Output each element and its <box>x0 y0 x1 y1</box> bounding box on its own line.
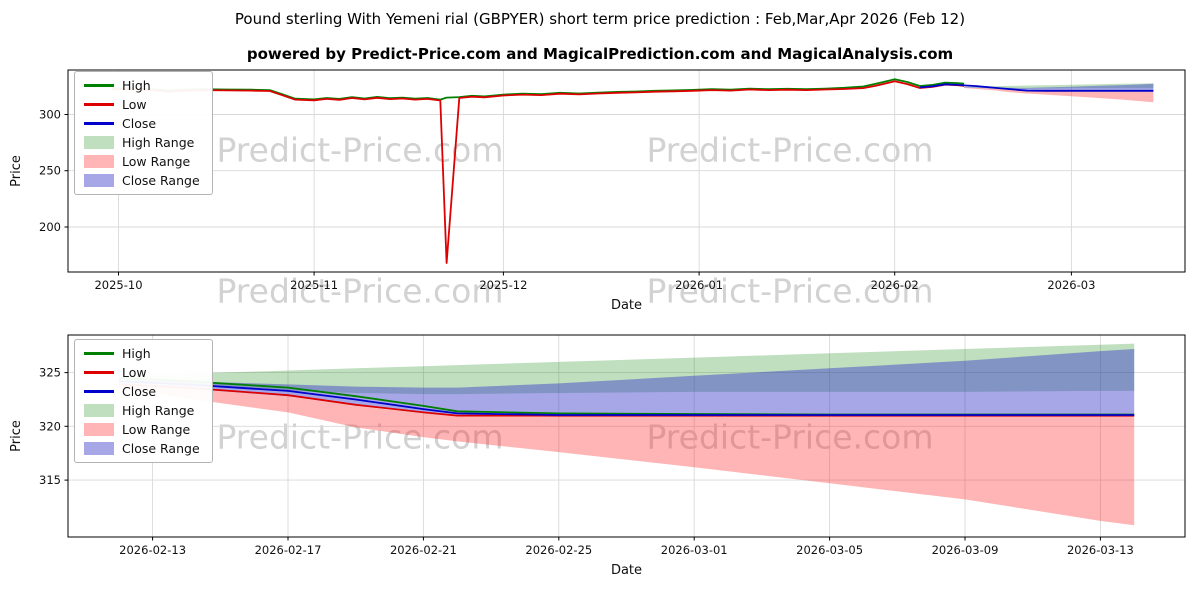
legend-label: Close <box>122 384 157 399</box>
history-plot: 2025-10 2025-11 2025-12 2026-01 2026-02 2026-… <box>9 69 1186 313</box>
x-tick-label: 2025-12 <box>479 278 527 292</box>
y-tick-label: 325 <box>39 366 61 380</box>
close-line <box>118 380 1135 416</box>
x-tick-label: 2026-03-13 <box>1067 543 1134 557</box>
y-axis-label: Price <box>9 420 24 452</box>
legend-label: Low <box>122 365 147 380</box>
legend-swatch-close <box>84 390 114 393</box>
page-title: Pound sterling With Yemeni rial (GBPYER)… <box>234 10 966 28</box>
legend-label: Low Range <box>122 422 191 437</box>
legend-item-low: Low <box>84 365 200 380</box>
legend-swatch-high-range <box>84 136 114 149</box>
legend-swatch-high <box>84 84 114 87</box>
x-tick-label: 2026-03 <box>1047 278 1095 292</box>
legend-label: Close Range <box>122 441 200 456</box>
legend: High Low Close High Range Low Range Close Ran… <box>74 339 213 463</box>
legend-item-close: Close <box>84 384 200 399</box>
legend-label: High Range <box>122 403 195 418</box>
x-tick-label: 2026-02 <box>871 278 919 292</box>
forecast-chart: 2026-02-13 2026-02-17 2026-02-21 2026-02-25… <box>0 325 1200 587</box>
legend-item-low-range: Low Range <box>84 422 200 437</box>
legend-item-high-range: High Range <box>84 403 200 418</box>
high-range-band <box>118 343 1135 395</box>
watermark-text: Predict-Price.com <box>216 417 504 457</box>
watermark-text: Predict-Price.com <box>216 271 504 311</box>
plot-border <box>67 334 1186 538</box>
low-range-band <box>118 384 1135 526</box>
y-tick-label: 315 <box>39 473 61 487</box>
x-tick-label: 2026-03-01 <box>661 543 728 557</box>
legend-item-low-range: Low Range <box>84 154 200 169</box>
legend-swatch-low <box>84 371 114 374</box>
x-tick-label: 2026-02-13 <box>119 543 186 557</box>
x-tick-label: 2026-02-17 <box>255 543 322 557</box>
legend-item-high: High <box>84 346 200 361</box>
legend-item-close-range: Close Range <box>84 173 200 188</box>
y-tick-label: 250 <box>39 164 61 178</box>
legend-item-close: Close <box>84 116 200 131</box>
y-tick-label: 300 <box>39 108 61 122</box>
forecast-plot: 2026-02-13 2026-02-17 2026-02-21 2026-02-25… <box>9 334 1186 578</box>
x-tick-label: 2026-01 <box>675 278 723 292</box>
legend-label: High Range <box>122 135 195 150</box>
legend-swatch-close <box>84 122 114 125</box>
x-axis-label: Date <box>611 563 642 578</box>
legend-label: Low <box>122 97 147 112</box>
x-tick-label: 2026-03-05 <box>796 543 863 557</box>
y-tick-label: 200 <box>39 220 61 234</box>
legend-swatch-high-range <box>84 404 114 417</box>
x-tick-label: 2025-11 <box>290 278 338 292</box>
watermark-text: Predict-Price.com <box>646 130 934 170</box>
legend-swatch-low <box>84 103 114 106</box>
x-tick-label: 2026-02-21 <box>390 543 457 557</box>
low-line <box>112 80 965 264</box>
x-axis-label: Date <box>611 298 642 313</box>
x-tick-label: 2026-03-09 <box>932 543 999 557</box>
x-tick-label: 2026-02-25 <box>525 543 592 557</box>
legend-item-close-range: Close Range <box>84 441 200 456</box>
legend-item-low: Low <box>84 97 200 112</box>
legend-swatch-high <box>84 352 114 355</box>
close-line <box>919 83 1154 92</box>
page-subtitle: powered by Predict-Price.com and Magical… <box>246 45 954 63</box>
watermark-text: Predict-Price.com <box>646 271 934 311</box>
legend-label: High <box>122 346 151 361</box>
legend: High Low Close High Range Low Range Close Ran… <box>74 71 213 195</box>
legend-label: Low Range <box>122 154 191 169</box>
legend-swatch-low-range <box>84 155 114 168</box>
x-tick-label: 2025-10 <box>94 278 142 292</box>
high-range-band <box>964 83 1154 89</box>
legend-swatch-close-range <box>84 442 114 455</box>
y-tick-label: 320 <box>39 419 61 433</box>
legend-label: High <box>122 78 151 93</box>
legend-label: Close Range <box>122 173 200 188</box>
close-range-band <box>118 349 1135 417</box>
history-chart: 2025-10 2025-11 2025-12 2026-01 2026-02 2026-… <box>0 63 1200 325</box>
legend-swatch-low-range <box>84 423 114 436</box>
legend-item-high-range: High Range <box>84 135 200 150</box>
y-axis-label: Price <box>9 155 24 187</box>
legend-swatch-close-range <box>84 174 114 187</box>
legend-label: Close <box>122 116 157 131</box>
legend-item-high: High <box>84 78 200 93</box>
